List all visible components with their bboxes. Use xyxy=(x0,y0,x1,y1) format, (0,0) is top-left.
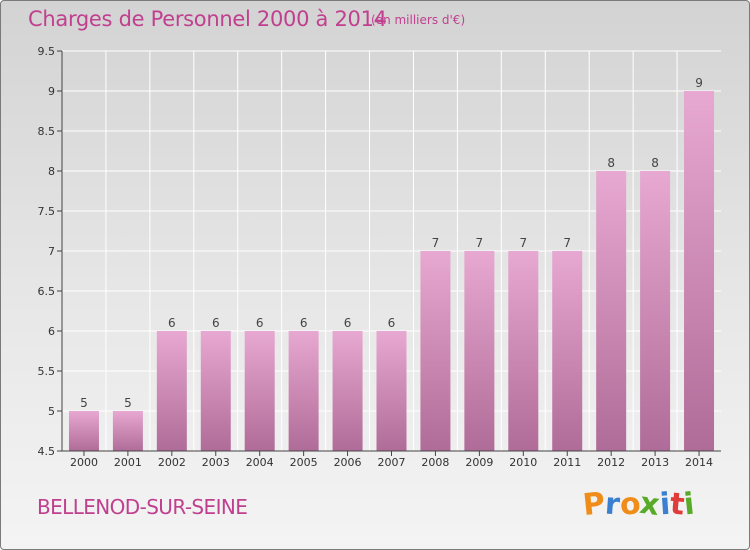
bar-2003 xyxy=(200,331,231,451)
y-tick-label: 6.5 xyxy=(38,285,56,298)
x-tick-label: 2013 xyxy=(641,456,669,469)
data-label-2014: 9 xyxy=(695,76,703,90)
axes xyxy=(57,50,721,456)
data-label-2001: 5 xyxy=(124,396,132,410)
y-tick-label: 8.5 xyxy=(38,125,56,138)
y-tick-label: 6 xyxy=(48,325,55,338)
x-tick-label: 2005 xyxy=(290,456,318,469)
town-name: BELLENOD-SUR-SEINE xyxy=(37,495,248,519)
x-tick-label: 2000 xyxy=(70,456,98,469)
x-tick-label: 2008 xyxy=(421,456,449,469)
x-tick-label: 2006 xyxy=(334,456,362,469)
data-label-2002: 6 xyxy=(168,316,176,330)
y-tick-label: 8 xyxy=(48,165,55,178)
y-tick-label: 7.5 xyxy=(38,205,56,218)
data-label-2011: 7 xyxy=(563,236,571,250)
logo-letter: P xyxy=(581,485,607,524)
data-label-2004: 6 xyxy=(256,316,264,330)
data-label-2013: 8 xyxy=(651,156,659,170)
x-tick-label: 2003 xyxy=(202,456,230,469)
bar-2008 xyxy=(420,251,451,451)
y-tick-label: 9.5 xyxy=(38,45,56,58)
data-label-2012: 8 xyxy=(607,156,615,170)
bar-2000 xyxy=(68,411,99,451)
bar-2006 xyxy=(332,331,363,451)
chart-title: Charges de Personnel 2000 à 2014 xyxy=(28,7,387,31)
x-tick-label: 2009 xyxy=(465,456,493,469)
bar-2010 xyxy=(508,251,539,451)
data-label-2000: 5 xyxy=(80,396,88,410)
bar-2007 xyxy=(376,331,407,451)
bar-2004 xyxy=(244,331,275,451)
data-label-2005: 6 xyxy=(300,316,308,330)
y-tick-label: 9 xyxy=(48,85,55,98)
logo-letter: i xyxy=(682,486,697,523)
x-tick-label: 2010 xyxy=(509,456,537,469)
bar-2002 xyxy=(156,331,187,451)
data-label-2007: 6 xyxy=(388,316,396,330)
bar-2014 xyxy=(684,91,715,451)
x-tick-label: 2004 xyxy=(246,456,274,469)
bar-2011 xyxy=(552,251,583,451)
data-label-2008: 7 xyxy=(432,236,440,250)
bar-2001 xyxy=(112,411,143,451)
x-tick-label: 2011 xyxy=(553,456,581,469)
data-label-2009: 7 xyxy=(476,236,484,250)
y-tick-label: 5.5 xyxy=(38,365,56,378)
y-tick-label: 5 xyxy=(48,405,55,418)
bar-2009 xyxy=(464,251,495,451)
x-tick-label: 2012 xyxy=(597,456,625,469)
bar-2013 xyxy=(640,171,671,451)
bar-2012 xyxy=(596,171,627,451)
x-tick-label: 2014 xyxy=(685,456,713,469)
data-label-2010: 7 xyxy=(519,236,527,250)
x-tick-label: 2002 xyxy=(158,456,186,469)
labels: 4.5 5 5.5 6 6.5 7 7.5 8 8.5 9 9.5 5 2000 5 2001 6 2002 6 2… xyxy=(38,45,714,469)
y-tick-label: 7 xyxy=(48,245,55,258)
x-tick-label: 2001 xyxy=(114,456,142,469)
y-tick-label: 4.5 xyxy=(38,445,56,458)
bars xyxy=(68,91,715,451)
bar-2005 xyxy=(288,331,319,451)
data-label-2006: 6 xyxy=(344,316,352,330)
chart-subtitle: (en milliers d'€) xyxy=(371,13,466,27)
proxiti-logo[interactable]: Proxiti xyxy=(581,485,697,524)
data-label-2003: 6 xyxy=(212,316,220,330)
x-tick-label: 2007 xyxy=(378,456,406,469)
